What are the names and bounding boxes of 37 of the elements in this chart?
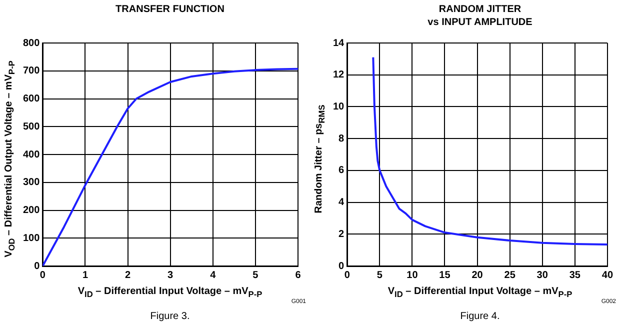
caption: Figure 3. <box>149 311 191 322</box>
x-tick-label: 4 <box>210 270 216 281</box>
y-tick-label: 12 <box>333 70 345 81</box>
y-tick-label: 700 <box>22 66 40 77</box>
x-tick-label: 6 <box>295 270 302 281</box>
chart-title: TRANSFER FUNCTION <box>114 3 226 17</box>
x-tick-label: 5 <box>376 270 383 281</box>
y-tick-label: 14 <box>333 38 345 49</box>
x-tick-label: 40 <box>602 270 614 281</box>
y-tick-label: 400 <box>22 149 40 160</box>
chart-title: RANDOM JITTER vs INPUT AMPLITUDE <box>426 3 534 30</box>
x-tick-label: 2 <box>125 270 132 281</box>
x-axis-title: V$_{ID}$ – Differential Input Voltage – mV$_{P-P}$ <box>386 286 574 299</box>
x-tick-label: 15 <box>439 270 451 281</box>
x-tick-label: 25 <box>504 270 516 281</box>
y-tick-label: 500 <box>22 121 40 132</box>
y-tick-label: 8 <box>338 133 345 144</box>
y-tick-label: 100 <box>22 232 40 244</box>
x-tick-label: 10 <box>406 270 418 281</box>
y-tick-label: 4 <box>338 197 345 208</box>
y-tick-label: 6 <box>338 165 345 176</box>
x-tick-label: 5 <box>252 270 259 281</box>
y-tick-label: 800 <box>22 38 40 49</box>
x-tick-label: 3 <box>168 270 174 281</box>
x-tick-label: 20 <box>472 270 484 281</box>
x-tick-label: 30 <box>536 270 548 281</box>
y-tick-label: 0 <box>338 260 345 272</box>
y-tick-label: 300 <box>22 177 40 188</box>
x-tick-label: 35 <box>569 270 581 281</box>
y-tick-label: 600 <box>22 94 40 104</box>
y-tick-label: 0 <box>34 260 40 272</box>
caption: Figure 4. <box>459 311 501 322</box>
x-axis-title: V$_{ID}$ – Differential Input Voltage – mV$_{P-P}$ <box>76 286 264 299</box>
x-tick-label: 1 <box>82 270 88 281</box>
y-tick-label: 10 <box>333 101 345 112</box>
y-tick-label: 2 <box>338 228 345 240</box>
y-tick-label: 200 <box>22 205 40 216</box>
